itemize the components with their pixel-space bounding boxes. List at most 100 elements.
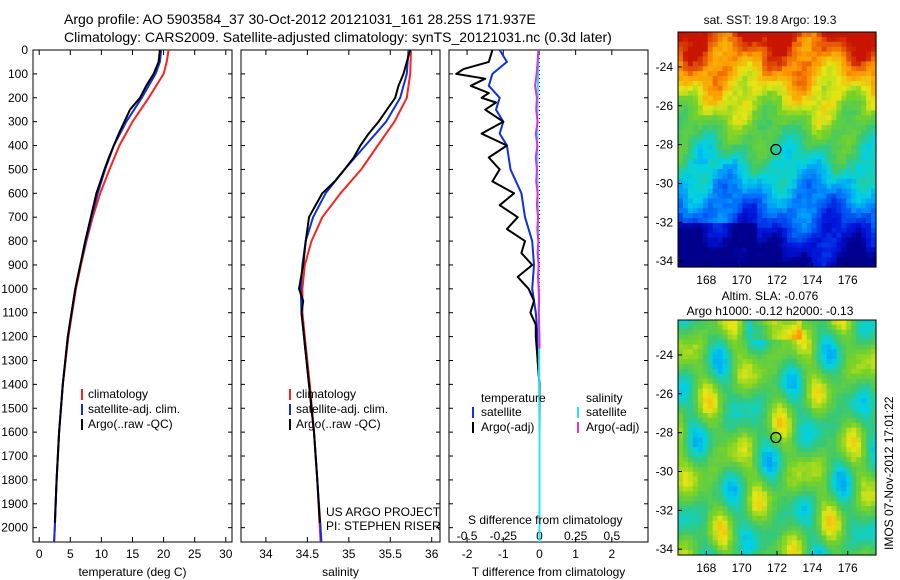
sst-cell: [742, 71, 748, 77]
sst-cell: [707, 66, 714, 72]
sst-cell: [826, 257, 833, 263]
sst-cell: [811, 105, 818, 111]
depth-tick-label: 1800: [1, 473, 28, 487]
sla-cell: [687, 437, 694, 443]
sst-cell: [861, 129, 867, 136]
sst-cell: [732, 56, 738, 62]
sla-cell: [836, 364, 842, 370]
sst-cell: [826, 213, 833, 219]
sla-cell: [682, 491, 689, 497]
sla-cell: [831, 329, 837, 336]
sst-cell: [781, 169, 788, 175]
sst-cell: [722, 257, 729, 263]
salinity-panel: 34 34.5 35 35.5 36salinityclimatologysatelli…: [240, 49, 441, 579]
sla-cell: [712, 413, 719, 419]
sla-cell: [796, 550, 803, 556]
sla-cell: [692, 354, 699, 360]
sla-cell: [757, 368, 763, 375]
sla-cell: [806, 417, 813, 424]
sst-cell: [841, 252, 847, 258]
sla-cell: [781, 476, 788, 483]
sst-cell: [786, 173, 793, 180]
sla-cell: [727, 481, 734, 488]
sst-cell: [767, 178, 773, 185]
sst-cell: [692, 169, 699, 175]
sst-cell: [702, 56, 709, 62]
sst-cell: [732, 252, 738, 258]
sla-cell: [682, 442, 689, 448]
sla-cell: [806, 354, 813, 360]
sst-cell: [682, 203, 689, 209]
sla-cell: [767, 334, 773, 341]
sla-cell: [717, 320, 724, 326]
sst-cell: [772, 193, 778, 200]
sst-cell: [697, 208, 704, 214]
sla-cell: [732, 393, 738, 399]
sla-cell: [866, 427, 872, 434]
sst-cell: [866, 110, 872, 116]
sst-cell: [796, 71, 803, 77]
sst-cell: [707, 129, 714, 136]
sst-cell: [712, 95, 719, 102]
sst-cell: [841, 193, 847, 200]
sst-cell: [851, 242, 857, 249]
sst-cell: [811, 32, 818, 38]
sst-cell: [821, 262, 828, 268]
sla-cell: [796, 388, 803, 395]
sst-cell: [871, 71, 877, 77]
sla-cell: [861, 476, 867, 483]
sla-cell: [801, 476, 808, 483]
secondary-xtick-label: 0.25: [564, 529, 588, 543]
temperature-xlabel: temperature (deg C): [78, 565, 186, 579]
sla-cell: [816, 437, 823, 443]
sla-cell: [786, 359, 793, 365]
sla-cell: [678, 545, 684, 551]
sst-cell: [742, 203, 748, 209]
sla-cell: [692, 447, 699, 453]
sla-cell: [707, 320, 714, 326]
sst-cell: [796, 90, 803, 97]
sla-cell: [747, 393, 753, 399]
sst-cell: [861, 85, 867, 92]
sla-cell: [816, 359, 823, 365]
sla-cell: [752, 408, 758, 414]
sla-cell: [791, 515, 798, 522]
sla-cell: [791, 368, 798, 375]
sst-cell: [752, 46, 758, 53]
sst-cell: [757, 144, 763, 151]
sla-cell: [861, 320, 867, 326]
sst-cell: [757, 232, 763, 239]
sla-cell: [757, 525, 763, 532]
sst-cell: [786, 188, 793, 195]
sst-cell: [791, 76, 798, 82]
sst-cell: [742, 32, 748, 38]
sla-cell: [762, 457, 768, 463]
sst-cell: [806, 76, 813, 82]
sst-cell: [772, 262, 778, 268]
sst-cell: [732, 247, 738, 253]
sla-cell: [767, 457, 773, 463]
sla-cell: [707, 496, 714, 502]
sla-cell: [821, 383, 828, 390]
sla-cell: [861, 334, 867, 341]
sst-cell: [777, 203, 783, 209]
sst-cell: [871, 193, 877, 200]
sla-cell: [826, 422, 833, 429]
sst-cell: [831, 139, 837, 146]
sla-cell: [762, 329, 768, 336]
sla-cell: [678, 515, 684, 522]
sla-cell: [846, 368, 852, 375]
sst-cell: [811, 71, 818, 77]
sst-cell: [856, 183, 862, 190]
sla-cell: [826, 413, 833, 419]
sla-cell: [811, 550, 818, 556]
sst-cell: [678, 100, 684, 107]
sla-cell: [871, 501, 877, 507]
sst-cell: [772, 144, 778, 151]
sla-cell: [722, 373, 729, 380]
sla-cell: [772, 383, 778, 390]
sst-cell: [752, 193, 758, 200]
sla-cell: [697, 354, 704, 360]
sla-cell: [791, 491, 798, 497]
sla-cell: [846, 432, 852, 439]
